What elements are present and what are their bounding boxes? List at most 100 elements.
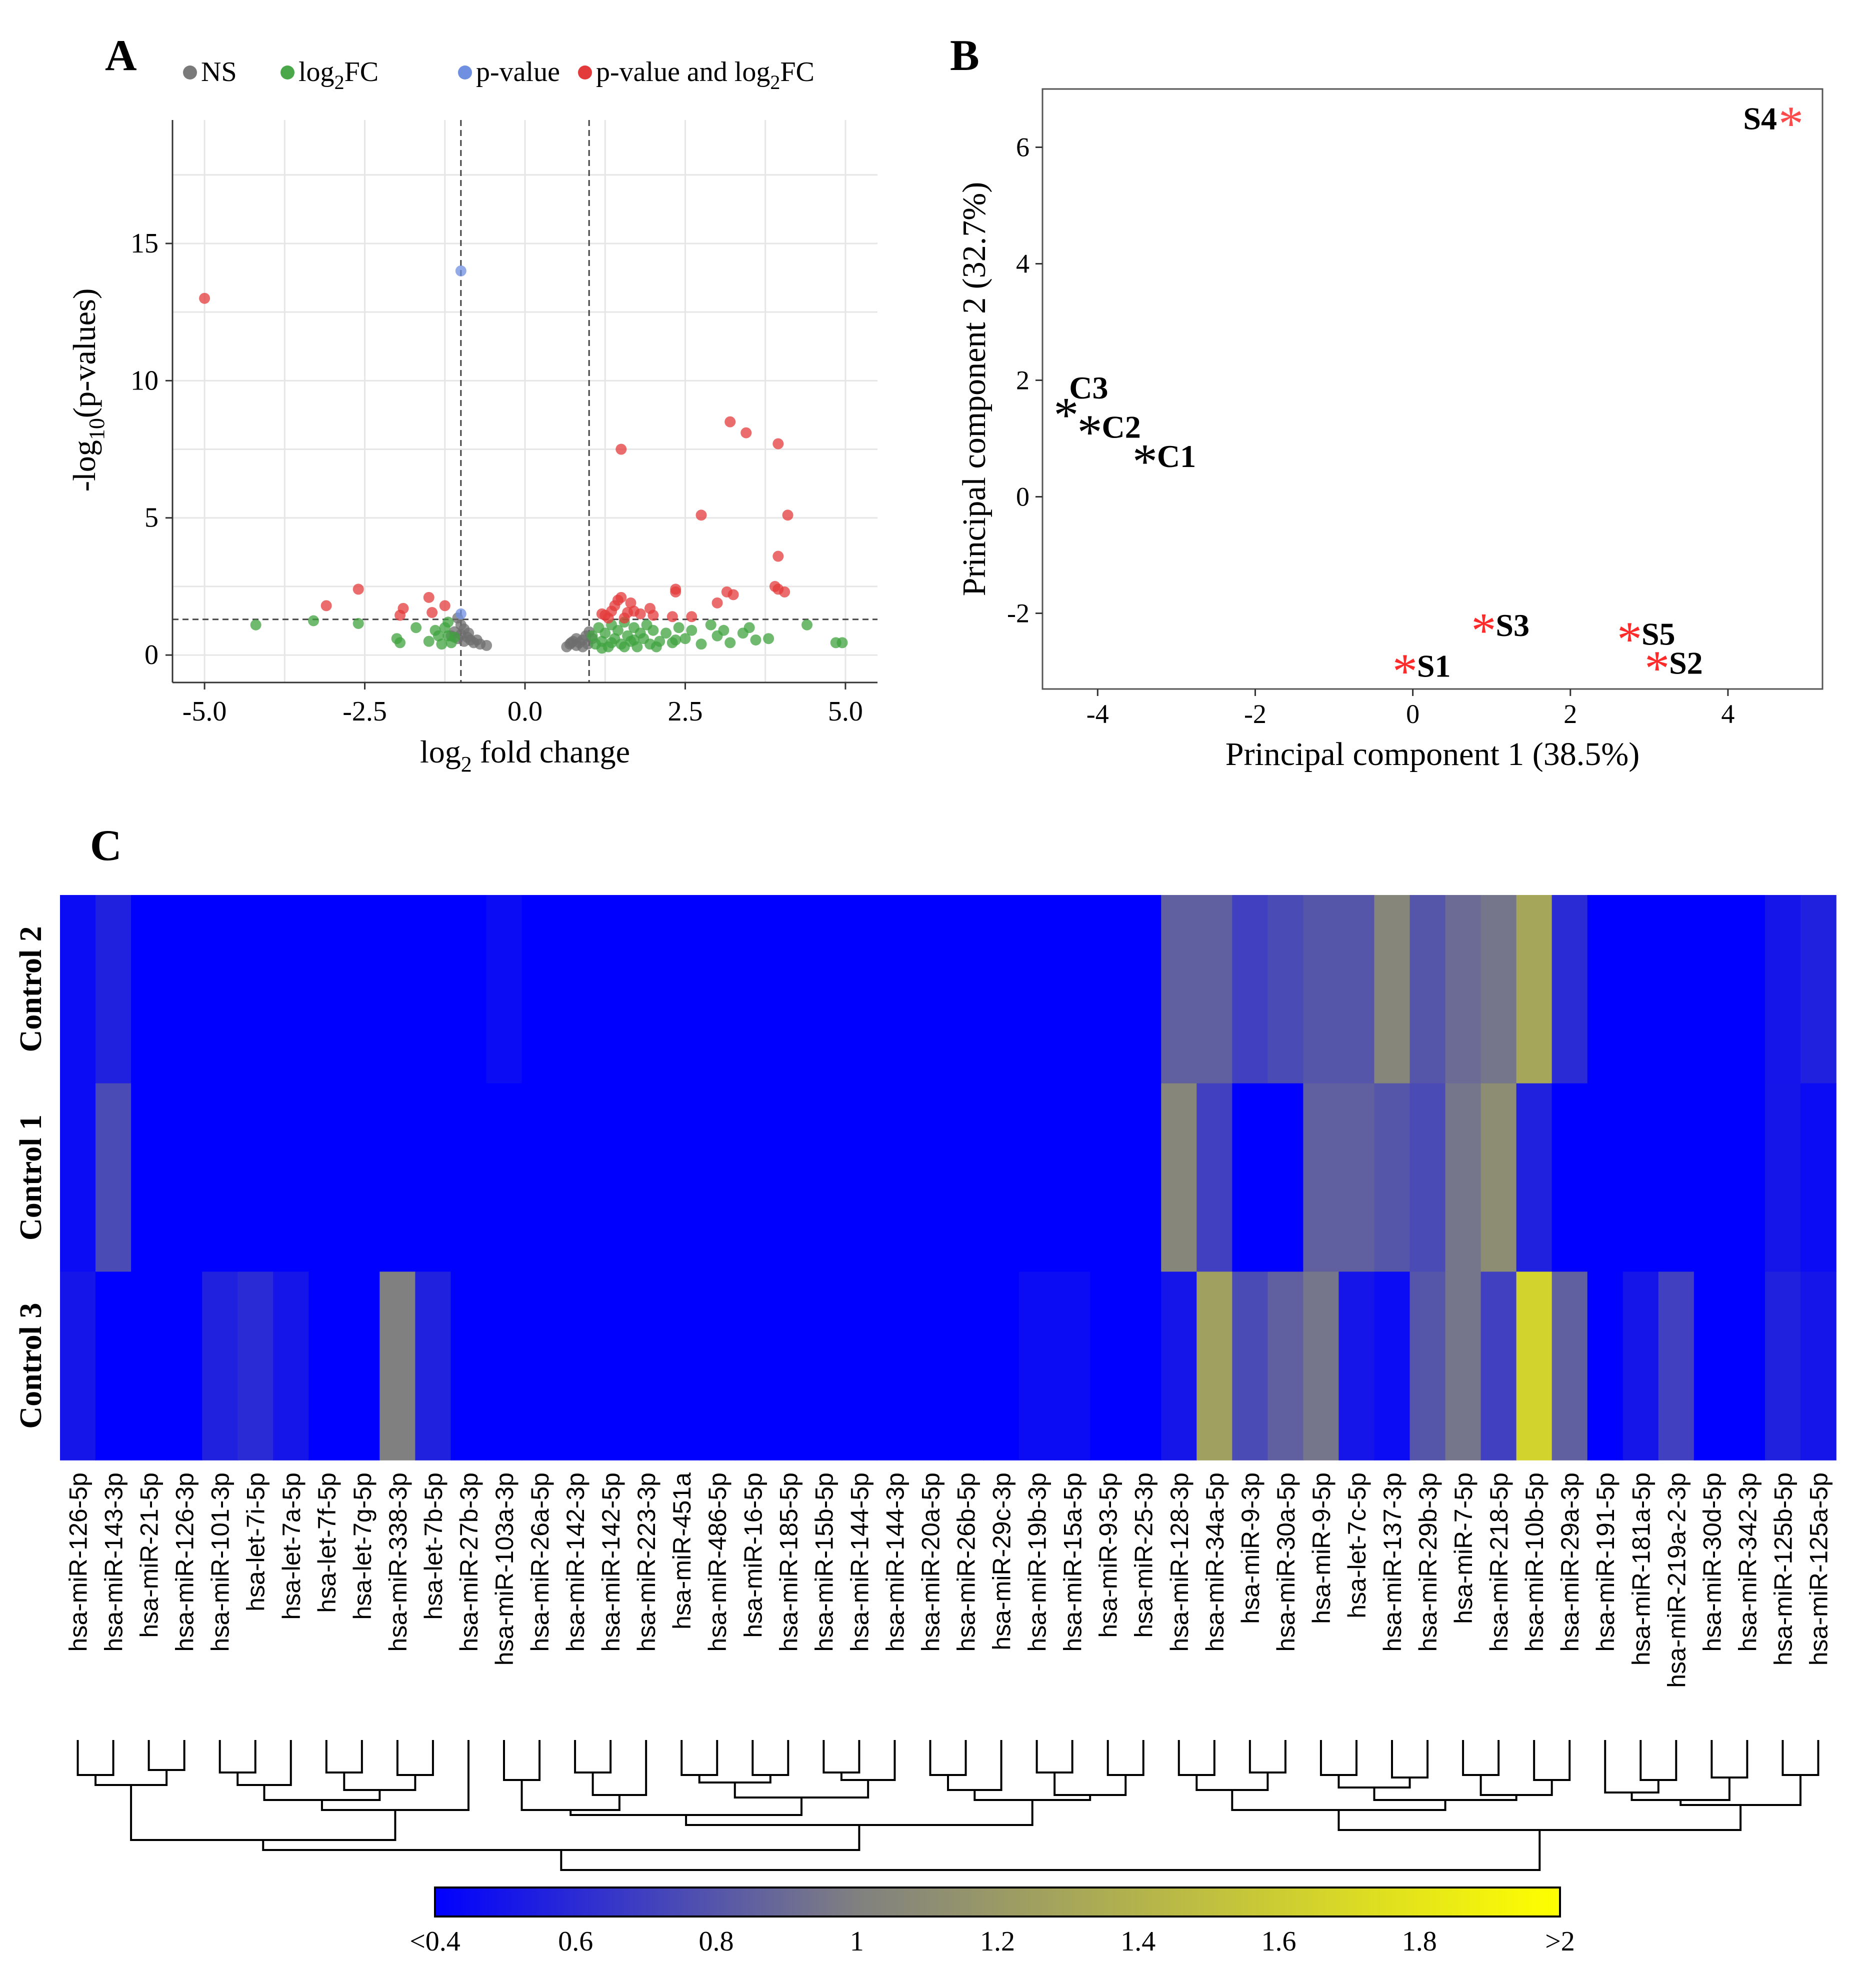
heatmap-cell — [1019, 1083, 1055, 1272]
volcano-point — [648, 610, 659, 621]
pca-point: * S1 — [1392, 643, 1451, 698]
dendrogram-link — [1178, 1740, 1216, 1776]
volcano-point — [423, 636, 434, 647]
pca-point: * S5 — [1617, 611, 1676, 666]
heatmap-dendrogram — [76, 1740, 1820, 1871]
volcano-grid — [172, 120, 878, 682]
volcano-point — [600, 610, 611, 621]
volcano-series — [199, 292, 794, 624]
heatmap-column-label: hsa-miR-29b-3p — [1414, 1472, 1442, 1652]
legend-marker — [183, 66, 197, 80]
pca-star-marker: * — [1132, 434, 1158, 489]
panel-label-b: B — [950, 32, 980, 80]
volcano-x-tick-label: 5.0 — [828, 696, 863, 727]
colorbar-tick-label: 1.2 — [980, 1926, 1015, 1957]
pca-point: *C3 — [1054, 370, 1108, 442]
dendrogram-link — [1036, 1740, 1074, 1774]
heatmap-cell — [1090, 895, 1126, 1084]
heatmap-column-label: hsa-miR-29c-3p — [988, 1472, 1016, 1650]
colorbar-tick-label: 0.6 — [558, 1926, 593, 1957]
panel-label-a: A — [105, 32, 137, 80]
heatmap-cell — [1019, 1272, 1055, 1460]
heatmap-column-label: hsa-miR-26b-5p — [952, 1472, 980, 1652]
pca-point-label: S4 — [1743, 100, 1777, 136]
heatmap-cell — [1587, 895, 1624, 1084]
volcano-point — [455, 265, 466, 276]
pca-point-label: S5 — [1642, 616, 1676, 652]
heatmap-column-label: hsa-miR-185-5p — [774, 1472, 802, 1652]
heatmap-cell — [699, 1272, 736, 1460]
dendrogram-link — [396, 1740, 434, 1776]
heatmap-cell — [664, 1083, 700, 1272]
volcano-point — [600, 628, 611, 639]
heatmap-cell — [131, 895, 167, 1084]
dendrogram-link — [1248, 1740, 1286, 1774]
heatmap-cell — [841, 1272, 878, 1460]
heatmap-cell — [628, 1272, 664, 1460]
heatmap-cell — [1374, 895, 1410, 1084]
volcano-plot: -5.0 -2.5 0.0 2.5 5.0 0 5 10 15 NS log2FC p-value p… — [66, 56, 878, 776]
volcano-point — [705, 619, 716, 630]
legend-label: NS — [201, 56, 237, 88]
heatmap-cell — [1729, 1083, 1766, 1272]
volcano-point — [618, 612, 630, 624]
volcano-point — [410, 622, 422, 634]
heatmap-cell — [912, 1272, 948, 1460]
heatmap-column-label: hsa-miR-9-3p — [1236, 1472, 1264, 1624]
heatmap-cell — [1516, 1083, 1552, 1272]
volcano-y-tick-label: 10 — [130, 365, 158, 396]
heatmap-cell — [1516, 895, 1552, 1084]
dendrogram-link — [148, 1740, 186, 1771]
heatmap-cell — [1126, 1083, 1162, 1272]
volcano-point — [686, 624, 698, 636]
heatmap-column-label: hsa-miR-223-3p — [632, 1472, 660, 1652]
dendrogram-link — [822, 1740, 860, 1774]
dendrogram-link — [1391, 1740, 1429, 1778]
heatmap-column-label: hsa-let-7c-5p — [1343, 1472, 1371, 1618]
heatmap-cell — [699, 1083, 736, 1272]
heatmap-cell — [1374, 1272, 1410, 1460]
heatmap-cell — [96, 1272, 132, 1460]
heatmap-cell — [273, 1083, 310, 1272]
volcano-point — [320, 600, 332, 612]
heatmap-cell — [1694, 1272, 1730, 1460]
heatmap-column-label: hsa-miR-144-5p — [846, 1472, 874, 1652]
volcano-point — [740, 427, 752, 438]
volcano-point — [836, 637, 848, 648]
volcano-point — [442, 616, 454, 628]
heatmap-cell — [664, 1272, 700, 1460]
heatmap-cell — [1658, 895, 1694, 1084]
volcano-series — [250, 615, 848, 654]
volcano-point — [481, 640, 492, 651]
volcano-point — [606, 637, 618, 648]
volcano-y-tick-label: 0 — [144, 640, 158, 670]
heatmap-cell — [1410, 895, 1446, 1084]
colorbar-tick-label: 1.8 — [1402, 1926, 1437, 1957]
pca-point-label: C3 — [1069, 370, 1108, 406]
volcano-point — [352, 618, 364, 630]
volcano-point — [772, 438, 784, 450]
heatmap-column-label: hsa-miR-181a-5p — [1627, 1472, 1655, 1666]
heatmap-cell — [308, 895, 345, 1084]
heatmap-cell — [96, 895, 132, 1084]
heatmap-cell — [450, 1083, 487, 1272]
heatmap: Control 2 Control 1 Control 3 hsa-miR-126-… — [14, 895, 1836, 1957]
heatmap-cell — [1410, 1272, 1446, 1460]
heatmap-cell — [1303, 1272, 1340, 1460]
volcano-point — [724, 416, 736, 428]
heatmap-cell — [734, 1083, 771, 1272]
heatmap-cell — [522, 1272, 558, 1460]
heatmap-cell — [380, 1272, 416, 1460]
heatmap-column-label: hsa-miR-101-3p — [206, 1472, 234, 1652]
legend-marker — [458, 66, 472, 80]
heatmap-cell — [628, 895, 664, 1084]
pca-star-marker: * — [1778, 96, 1804, 151]
heatmap-cell — [770, 1083, 806, 1272]
heatmap-cell — [984, 1083, 1020, 1272]
heatmap-cell — [344, 895, 380, 1084]
dendrogram-link — [1604, 1740, 1660, 1794]
heatmap-column-label: hsa-miR-125b-5p — [1769, 1472, 1797, 1666]
volcano-point — [471, 634, 482, 646]
heatmap-cell — [841, 895, 878, 1084]
